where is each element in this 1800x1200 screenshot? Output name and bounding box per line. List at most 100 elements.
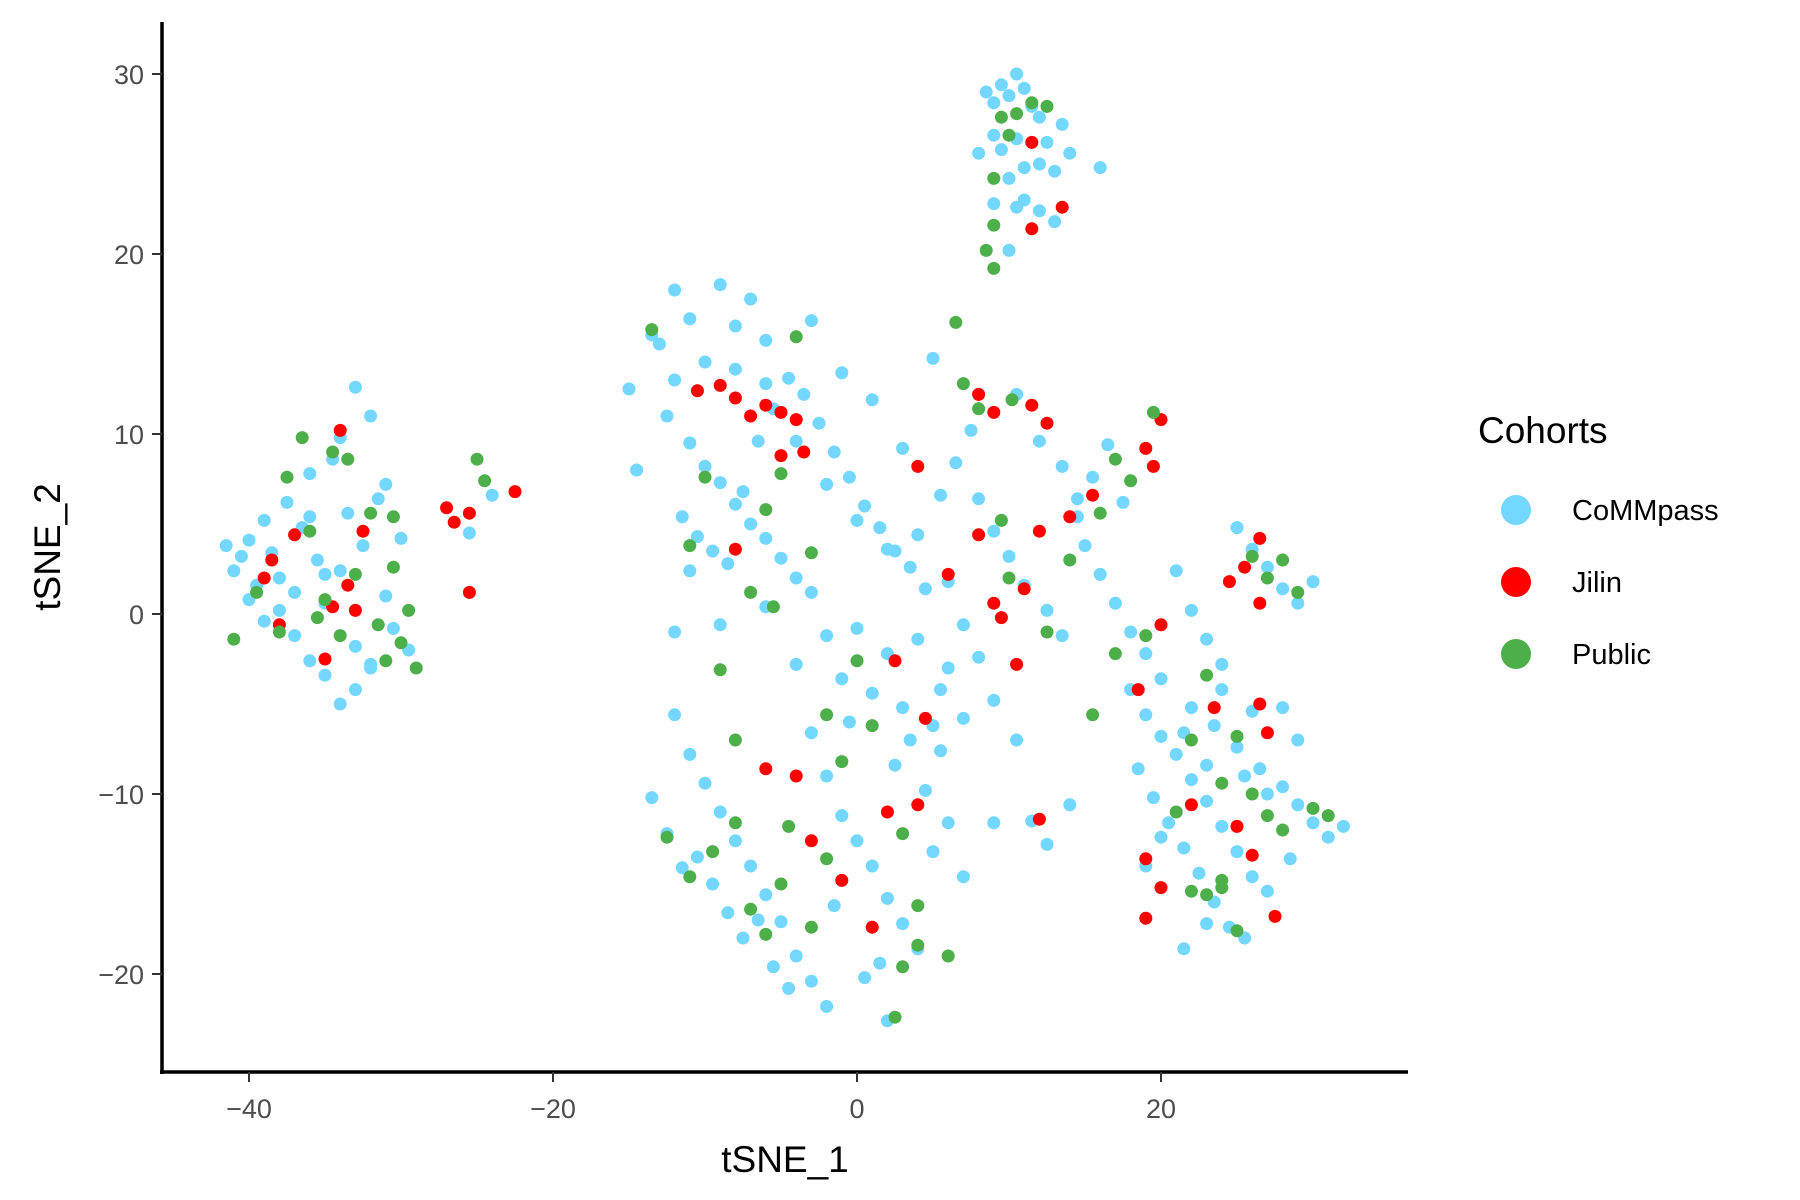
point-commpass-182	[979, 85, 993, 99]
point-jilin-57	[1154, 881, 1168, 895]
point-jilin-21	[789, 413, 803, 427]
point-commpass-41	[485, 488, 499, 502]
x-axis-title: tSNE_1	[721, 1139, 849, 1180]
point-commpass-230	[1230, 740, 1244, 754]
point-commpass-80	[949, 456, 963, 470]
point-commpass-149	[880, 542, 894, 556]
point-commpass-92	[850, 621, 864, 635]
point-commpass-11	[303, 467, 317, 481]
point-jilin-20	[774, 405, 788, 419]
point-commpass-146	[789, 434, 803, 448]
point-jilin-51	[865, 920, 879, 934]
point-commpass-157	[1040, 837, 1054, 851]
point-commpass-86	[926, 351, 940, 365]
point-commpass-244	[1260, 560, 1274, 574]
legend: Cohorts CoMMpass Jilin Public	[1478, 410, 1719, 671]
point-jilin-7	[341, 578, 355, 592]
point-jilin-53	[911, 798, 925, 812]
point-commpass-132	[820, 999, 834, 1013]
point-commpass-141	[888, 758, 902, 772]
point-commpass-77	[903, 560, 917, 574]
point-jilin-37	[1025, 398, 1039, 412]
point-jilin-12	[462, 506, 476, 520]
point-commpass-120	[766, 960, 780, 974]
point-jilin-25	[888, 654, 902, 668]
point-commpass-197	[1063, 146, 1077, 160]
point-public-34	[835, 755, 849, 769]
point-commpass-2	[234, 549, 248, 563]
point-public-63	[1002, 128, 1016, 142]
point-commpass-117	[721, 906, 735, 920]
point-commpass-256	[1154, 830, 1168, 844]
legend-label-commpass: CoMMpass	[1572, 495, 1719, 527]
point-public-5	[303, 524, 317, 538]
point-commpass-139	[903, 733, 917, 747]
point-commpass-169	[1086, 470, 1100, 484]
point-commpass-59	[774, 551, 788, 565]
point-public-82	[1260, 809, 1274, 823]
point-commpass-78	[918, 582, 932, 596]
point-jilin-60	[1230, 819, 1244, 833]
point-public-50	[888, 1010, 902, 1024]
point-commpass-9	[288, 585, 302, 599]
point-commpass-160	[934, 683, 948, 697]
point-commpass-235	[1321, 830, 1335, 844]
point-jilin-47	[759, 762, 773, 776]
point-jilin-28	[941, 567, 955, 581]
point-public-51	[896, 960, 910, 974]
legend-title: Cohorts	[1478, 410, 1608, 451]
point-commpass-103	[683, 747, 697, 761]
point-commpass-66	[736, 485, 750, 499]
point-public-80	[1230, 729, 1244, 743]
point-commpass-185	[1002, 89, 1016, 103]
point-public-92	[1276, 553, 1290, 567]
point-jilin-9	[265, 553, 279, 567]
point-commpass-79	[934, 488, 948, 502]
point-public-59	[994, 110, 1008, 124]
point-commpass-84	[865, 393, 879, 407]
point-public-20	[470, 452, 484, 466]
point-jilin-23	[728, 542, 742, 556]
point-public-4	[295, 431, 309, 445]
point-public-30	[766, 600, 780, 614]
point-commpass-37	[303, 510, 317, 524]
x-tick-label-0: −40	[226, 1094, 272, 1124]
point-jilin-13	[462, 585, 476, 599]
point-commpass-138	[934, 744, 948, 758]
point-public-47	[782, 819, 796, 833]
point-commpass-192	[1002, 171, 1016, 185]
point-public-49	[820, 852, 834, 866]
point-commpass-201	[1032, 157, 1046, 171]
point-public-46	[774, 877, 788, 891]
point-commpass-236	[1336, 819, 1350, 833]
point-commpass-81	[964, 423, 978, 437]
point-commpass-109	[774, 915, 788, 929]
point-commpass-238	[1169, 564, 1183, 578]
point-commpass-48	[713, 278, 727, 292]
point-commpass-241	[1215, 657, 1229, 671]
point-public-17	[409, 661, 423, 675]
point-commpass-30	[303, 654, 317, 668]
point-commpass-57	[744, 517, 758, 531]
point-commpass-127	[896, 917, 910, 931]
point-commpass-211	[1169, 747, 1183, 761]
point-commpass-53	[683, 436, 697, 450]
point-commpass-52	[660, 409, 674, 423]
point-commpass-126	[880, 891, 894, 905]
point-commpass-187	[1017, 81, 1031, 95]
point-commpass-143	[668, 373, 682, 387]
point-public-76	[1108, 647, 1122, 661]
point-jilin-48	[789, 769, 803, 783]
point-commpass-26	[364, 409, 378, 423]
point-jilin-52	[880, 805, 894, 819]
point-jilin-26	[911, 459, 925, 473]
point-commpass-42	[622, 382, 636, 396]
point-jilin-65	[1222, 575, 1236, 589]
point-public-44	[744, 902, 758, 916]
point-commpass-28	[318, 668, 332, 682]
point-commpass-104	[698, 776, 712, 790]
point-commpass-152	[956, 618, 970, 632]
point-commpass-63	[690, 530, 704, 544]
point-commpass-56	[728, 497, 742, 511]
point-public-11	[348, 567, 362, 581]
